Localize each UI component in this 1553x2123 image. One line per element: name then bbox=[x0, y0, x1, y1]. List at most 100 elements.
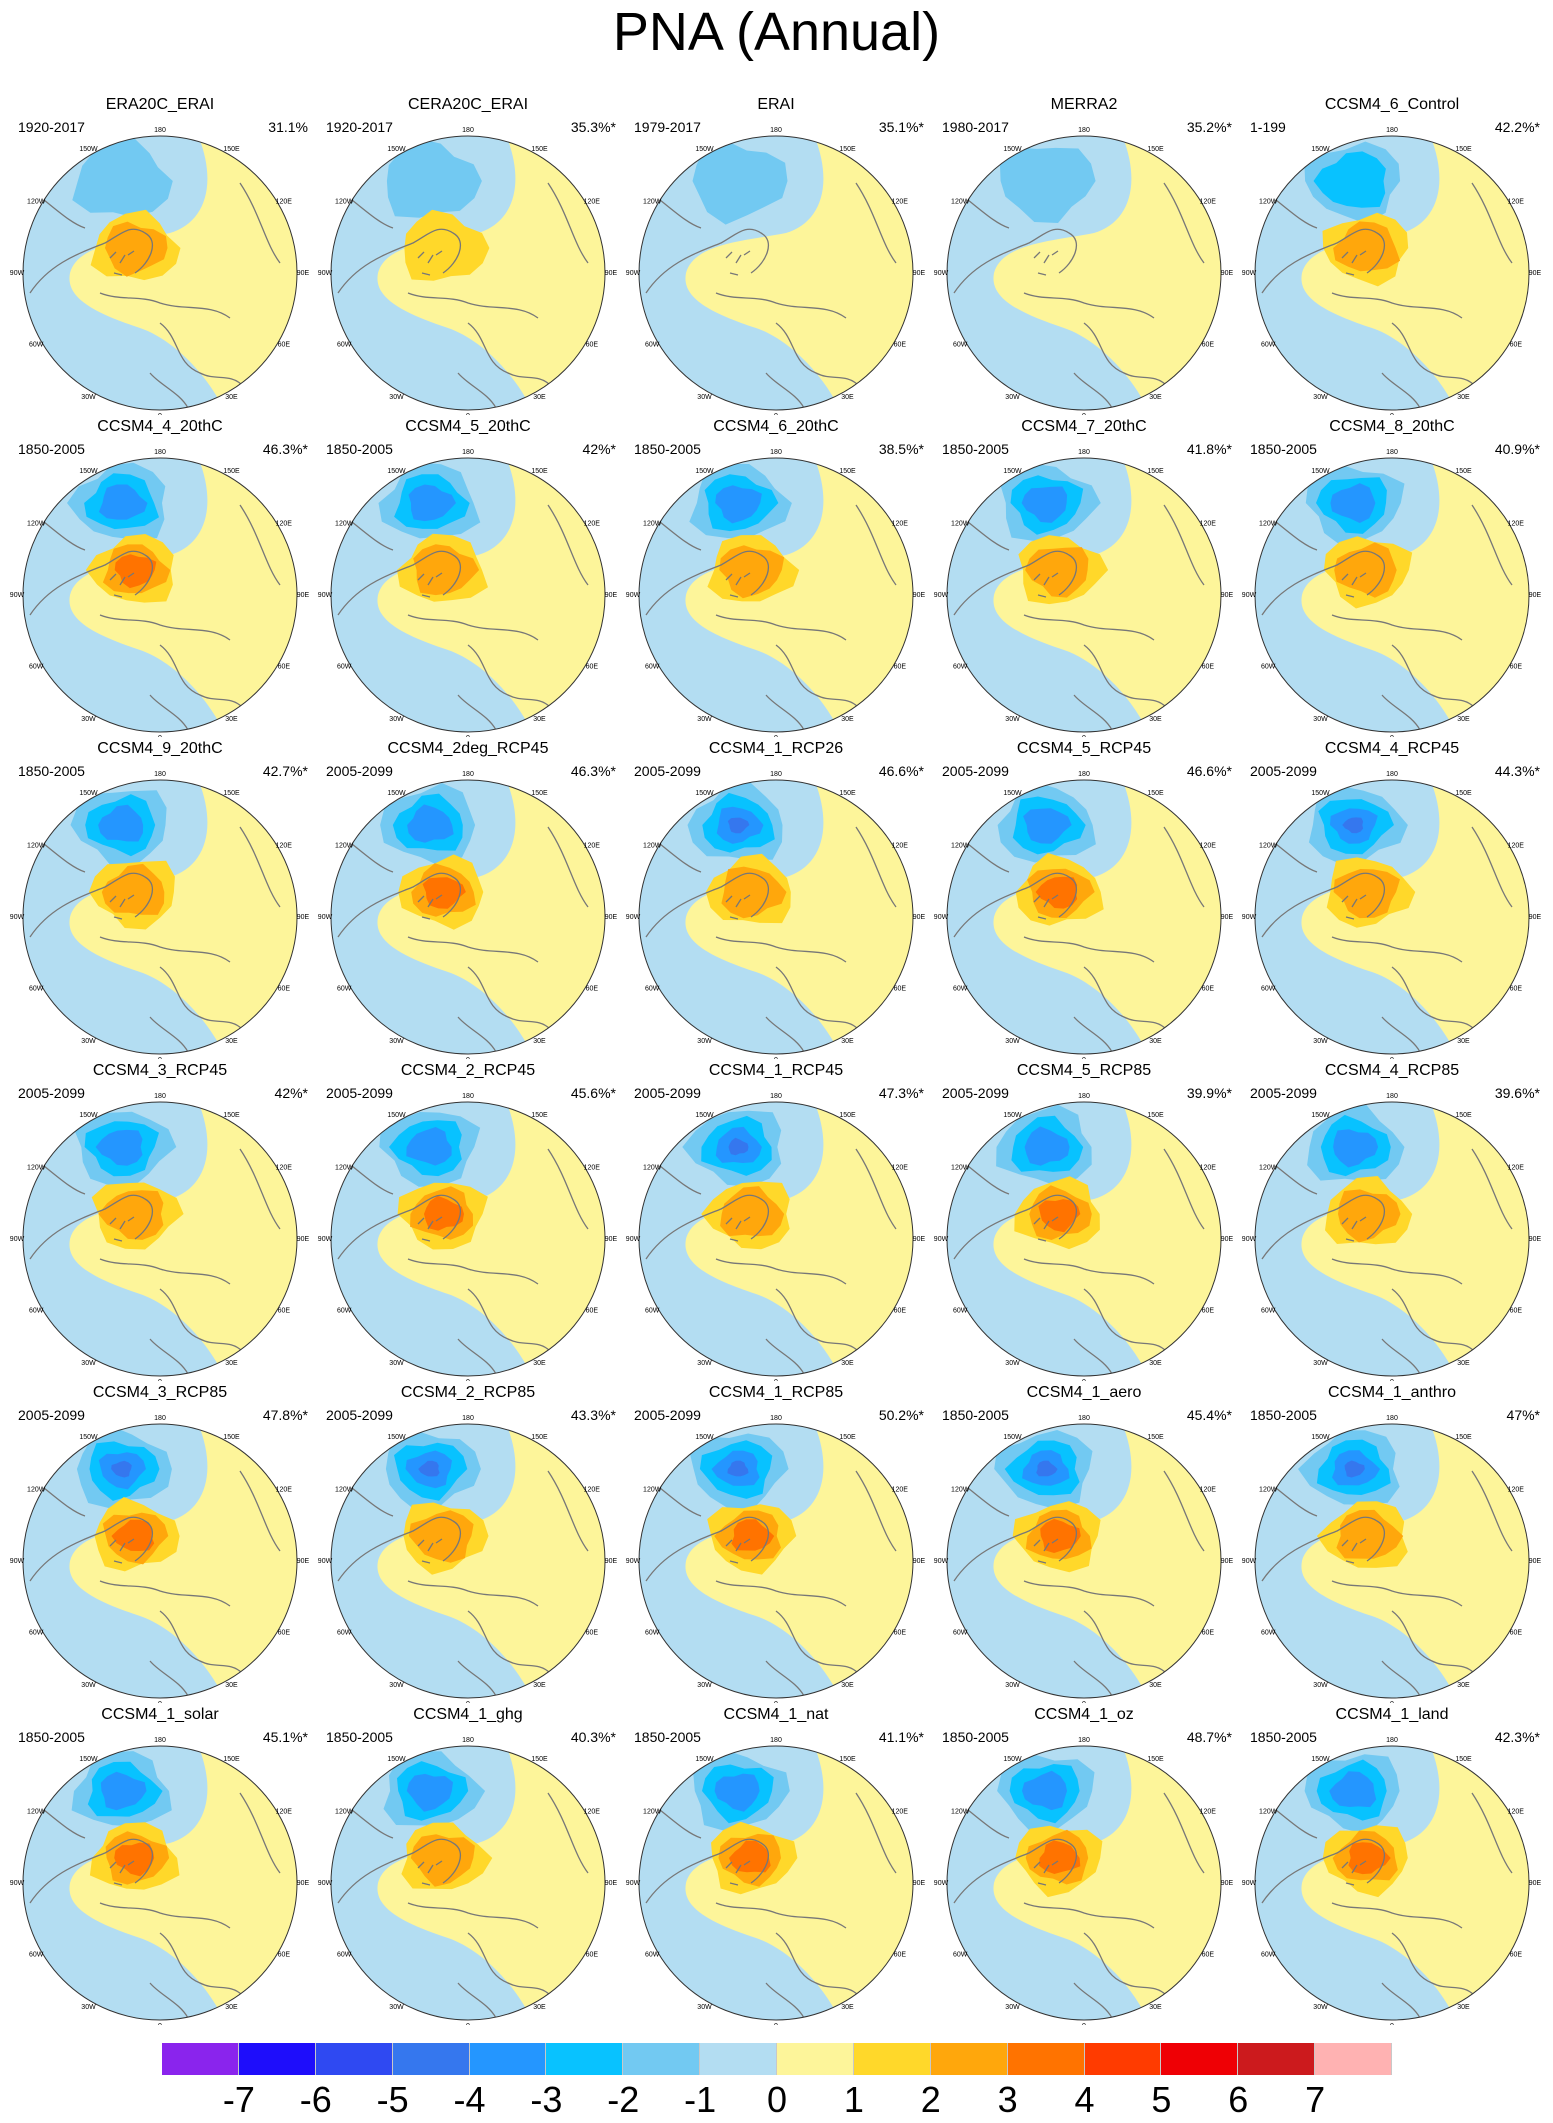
panel-title: CCSM4_9_20thC bbox=[97, 740, 223, 757]
coastline bbox=[715, 1580, 847, 1607]
longitude-label: 120E bbox=[1200, 1487, 1217, 1494]
longitude-label: 120W bbox=[951, 1809, 970, 1816]
panel-title: CCSM4_1_anthro bbox=[1327, 1384, 1457, 1401]
panel-years: 1979-2017 bbox=[634, 119, 701, 135]
polar-map: 180 150E 120E 90E 60E 30E 0 30W 60W 90W 120W 150W bbox=[626, 1415, 926, 1703]
longitude-label: 90W bbox=[934, 1880, 949, 1887]
polar-map: 180 150E 120E 90E 60E 30E 0 30W 60W 90W 120W 150W bbox=[626, 449, 926, 737]
positive-contour bbox=[1348, 1842, 1391, 1875]
panel-variance-percent: 50.2%* bbox=[878, 1407, 924, 1423]
coastline bbox=[1341, 250, 1367, 276]
panel-years: 2005-2099 bbox=[942, 763, 1009, 779]
colorbar-tick-label: -7 bbox=[222, 2079, 255, 2120]
coastline bbox=[775, 644, 859, 708]
longitude-label: 30W bbox=[389, 1360, 404, 1367]
longitude-label: 30E bbox=[1149, 394, 1162, 401]
coastline bbox=[99, 1258, 231, 1285]
longitude-label: 150W bbox=[387, 1112, 406, 1119]
map-boundary bbox=[330, 135, 606, 411]
longitude-label: 120W bbox=[1259, 521, 1278, 528]
polar-map: 180 150E 120E 90E 60E 30E 0 30W 60W 90W 120W 150W bbox=[1242, 1737, 1542, 2025]
polar-map: 180 150E 120E 90E 60E 30E 0 30W 60W 90W 120W 150W bbox=[318, 127, 618, 415]
colorbar-tick-label: -4 bbox=[453, 2079, 486, 2120]
longitude-label: 30W bbox=[1005, 394, 1020, 401]
longitude-label: 60E bbox=[1202, 986, 1215, 993]
coastline bbox=[337, 1838, 462, 1904]
longitude-label: 90W bbox=[934, 592, 949, 599]
longitude-label: 30W bbox=[81, 716, 96, 723]
coastline bbox=[109, 894, 135, 920]
coastline bbox=[547, 182, 589, 264]
coastline bbox=[99, 1580, 231, 1607]
longitude-label: 30W bbox=[389, 2004, 404, 2011]
panel-variance-percent: 46.6%* bbox=[1186, 763, 1232, 779]
map-panel: CCSM4_1_oz 1850-2005 48.7%* 180 150E 120E 90E 6… bbox=[934, 1705, 1234, 2025]
longitude-label: 120E bbox=[892, 1809, 909, 1816]
coastline bbox=[1083, 1288, 1167, 1352]
longitude-label: 120W bbox=[643, 521, 662, 528]
longitude-label: 60W bbox=[337, 1630, 352, 1637]
panel-variance-percent: 42.2%* bbox=[1494, 119, 1540, 135]
coastline bbox=[109, 572, 135, 598]
longitude-label: 90E bbox=[297, 1558, 310, 1565]
polar-map: 180 150E 120E 90E 60E 30E 0 30W 60W 90W 120W 150W bbox=[626, 771, 926, 1059]
longitude-label: 120W bbox=[27, 1165, 46, 1172]
coastline bbox=[99, 614, 231, 641]
map-boundary bbox=[946, 1745, 1222, 2021]
longitude-label: 180 bbox=[1078, 127, 1090, 134]
longitude-label: 30E bbox=[1457, 1038, 1470, 1045]
longitude-label: 90E bbox=[297, 270, 310, 277]
longitude-label: 120E bbox=[1200, 1165, 1217, 1172]
longitude-label: 120E bbox=[1508, 843, 1525, 850]
colorbar-tick-label: -3 bbox=[530, 2079, 563, 2120]
longitude-label: 90E bbox=[1529, 592, 1542, 599]
coastline bbox=[645, 550, 770, 616]
longitude-label: 60E bbox=[278, 1952, 291, 1959]
longitude-label: 150W bbox=[1003, 1112, 1022, 1119]
panel-variance-percent: 46.6%* bbox=[878, 763, 924, 779]
coastline bbox=[953, 1838, 1078, 1904]
longitude-label: 120E bbox=[276, 521, 293, 528]
longitude-label: 150E bbox=[531, 146, 548, 153]
map-panel: CERA20C_ERAI 1920-2017 35.3%* 180 150E 120E 90… bbox=[318, 95, 618, 415]
colorbar-swatch bbox=[315, 2043, 393, 2075]
longitude-label: 60W bbox=[1261, 1952, 1276, 1959]
map-panel: CCSM4_9_20thC 1850-2005 42.7%* 180 150E 120E 9… bbox=[10, 739, 310, 1059]
coastline bbox=[1261, 1516, 1386, 1582]
longitude-label: 60W bbox=[1261, 342, 1276, 349]
positive-anomaly-region bbox=[69, 1102, 297, 1376]
positive-contour bbox=[1038, 1199, 1081, 1233]
coastline bbox=[725, 250, 751, 276]
polar-map: 180 150E 120E 90E 60E 30E 0 30W 60W 90W 120W 150W bbox=[318, 449, 618, 737]
longitude-label: 30W bbox=[81, 2004, 96, 2011]
coastline bbox=[1083, 966, 1167, 1030]
longitude-label: 30E bbox=[1149, 1360, 1162, 1367]
positive-contour bbox=[1025, 547, 1089, 598]
longitude-label: 60W bbox=[337, 342, 352, 349]
polar-map: 180 150E 120E 90E 60E 30E 0 30W 60W 90W 120W 150W bbox=[934, 1415, 1234, 1703]
coastline bbox=[953, 550, 1078, 616]
coastline bbox=[467, 644, 551, 708]
positive-anomaly-region bbox=[377, 136, 605, 410]
coastline bbox=[1073, 1982, 1113, 2019]
longitude-label: 90E bbox=[1529, 1558, 1542, 1565]
panel-variance-percent: 40.9%* bbox=[1494, 441, 1540, 457]
longitude-label: 150W bbox=[1003, 1756, 1022, 1763]
panel-variance-percent: 47.8%* bbox=[262, 1407, 308, 1423]
panel-variance-percent: 31.1% bbox=[268, 119, 308, 135]
panel-variance-percent: 45.6%* bbox=[570, 1085, 616, 1101]
longitude-label: 0 bbox=[1390, 413, 1394, 415]
coastline bbox=[1083, 322, 1167, 386]
panel-title: CCSM4_6_20thC bbox=[713, 418, 839, 435]
map-panel: CCSM4_6_20thC 1850-2005 38.5%* 180 150E 120E 9… bbox=[626, 417, 926, 737]
panel-title: CCSM4_4_20thC bbox=[97, 418, 223, 435]
longitude-label: 60E bbox=[894, 1630, 907, 1637]
longitude-label: 0 bbox=[158, 1701, 162, 1703]
coastline bbox=[1261, 872, 1386, 938]
longitude-label: 90W bbox=[626, 592, 641, 599]
coastline bbox=[953, 228, 1078, 294]
panel-title: CCSM4_5_RCP85 bbox=[1016, 1062, 1152, 1079]
colorbar-swatch bbox=[1161, 2043, 1239, 2075]
positive-contour bbox=[114, 1842, 155, 1877]
panel-variance-percent: 47.3%* bbox=[878, 1085, 924, 1101]
